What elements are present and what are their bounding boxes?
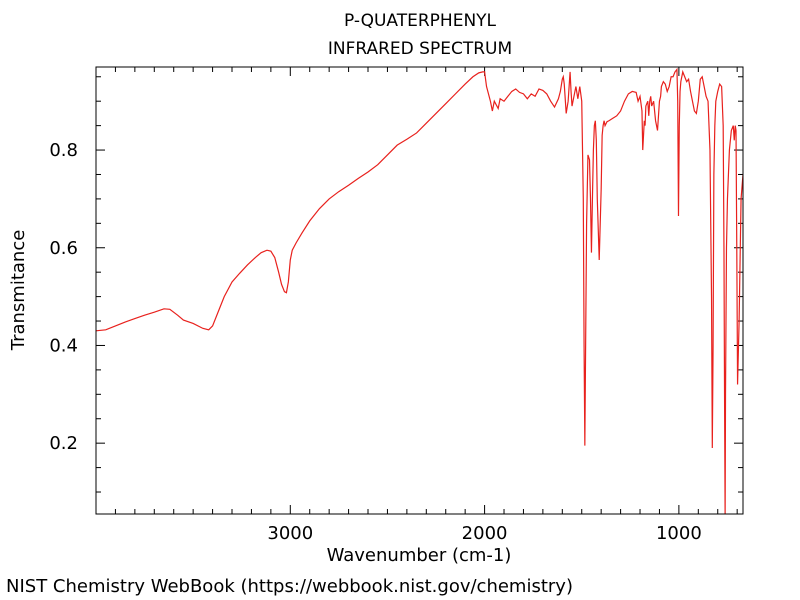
source-credit: NIST Chemistry WebBook (https://webbook.… (6, 576, 573, 597)
y-tick-label: 0.2 (49, 433, 78, 454)
chart-title: P-QUATERPHENYL (343, 11, 497, 31)
tick-labels: 3000 2000 1000 0.2 0.4 0.6 0.8 (49, 140, 701, 544)
axis-ticks (96, 67, 743, 514)
x-tick-label: 1000 (656, 523, 702, 544)
spectrum-line (96, 67, 743, 514)
y-tick-label: 0.4 (49, 335, 78, 356)
chart-subtitle: INFRARED SPECTRUM (327, 39, 513, 59)
x-tick-label: 2000 (462, 523, 508, 544)
x-axis-label: Wavenumber (cm-1) (327, 545, 512, 566)
y-axis-label: Transmitance (8, 230, 29, 352)
x-tick-label: 3000 (267, 523, 313, 544)
plot-frame (95, 66, 744, 515)
y-tick-label: 0.6 (49, 238, 78, 259)
y-tick-label: 0.8 (49, 140, 78, 161)
